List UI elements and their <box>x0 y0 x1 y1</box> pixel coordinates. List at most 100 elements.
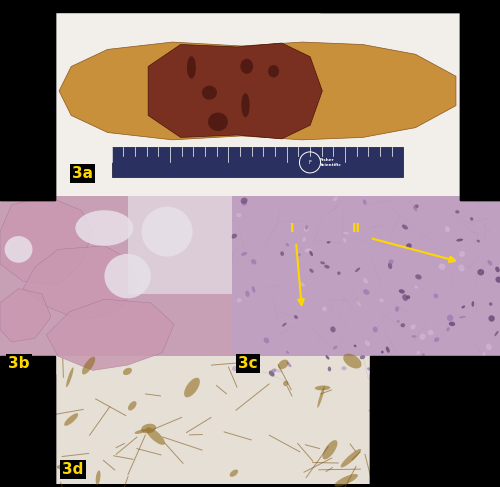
Ellipse shape <box>267 307 272 313</box>
Ellipse shape <box>286 362 292 367</box>
Ellipse shape <box>310 269 314 273</box>
Ellipse shape <box>322 231 328 235</box>
Polygon shape <box>148 43 322 139</box>
Ellipse shape <box>434 337 439 342</box>
Text: Fisher
Scientific: Fisher Scientific <box>320 158 342 167</box>
Ellipse shape <box>388 262 392 269</box>
Ellipse shape <box>286 351 289 354</box>
Text: F: F <box>308 160 312 165</box>
Ellipse shape <box>495 266 500 272</box>
Ellipse shape <box>446 327 450 331</box>
Ellipse shape <box>236 298 242 302</box>
Polygon shape <box>0 374 55 487</box>
Ellipse shape <box>459 251 465 257</box>
Ellipse shape <box>242 201 247 206</box>
Ellipse shape <box>363 199 366 205</box>
Ellipse shape <box>428 330 434 336</box>
Ellipse shape <box>412 335 416 338</box>
Ellipse shape <box>363 289 370 295</box>
Ellipse shape <box>489 302 492 306</box>
Ellipse shape <box>360 356 365 359</box>
Ellipse shape <box>406 243 412 248</box>
Ellipse shape <box>330 326 336 333</box>
Ellipse shape <box>230 469 238 477</box>
Polygon shape <box>59 42 456 140</box>
Ellipse shape <box>372 327 378 333</box>
Ellipse shape <box>322 307 327 311</box>
Ellipse shape <box>280 251 284 256</box>
Ellipse shape <box>414 285 418 289</box>
Ellipse shape <box>426 308 430 311</box>
Ellipse shape <box>438 263 446 270</box>
Bar <box>112 148 404 177</box>
Ellipse shape <box>352 333 356 338</box>
Ellipse shape <box>302 237 306 242</box>
Ellipse shape <box>294 315 298 319</box>
Polygon shape <box>0 289 51 342</box>
Ellipse shape <box>128 401 136 411</box>
Ellipse shape <box>232 366 238 371</box>
Ellipse shape <box>414 205 418 208</box>
Polygon shape <box>460 0 500 200</box>
Ellipse shape <box>486 343 492 350</box>
Ellipse shape <box>434 289 437 292</box>
Ellipse shape <box>208 112 228 131</box>
Ellipse shape <box>318 386 324 408</box>
Polygon shape <box>0 196 93 285</box>
Ellipse shape <box>320 262 325 264</box>
Ellipse shape <box>496 277 500 283</box>
Text: 3a: 3a <box>72 166 93 181</box>
Ellipse shape <box>76 210 134 246</box>
Bar <box>232 196 500 374</box>
Ellipse shape <box>342 296 345 302</box>
Ellipse shape <box>450 257 455 263</box>
Ellipse shape <box>290 264 293 269</box>
Ellipse shape <box>458 264 464 271</box>
Ellipse shape <box>57 465 68 470</box>
Ellipse shape <box>398 229 402 232</box>
Ellipse shape <box>472 301 474 307</box>
Ellipse shape <box>241 252 247 256</box>
Ellipse shape <box>314 386 330 391</box>
Ellipse shape <box>231 234 237 239</box>
Ellipse shape <box>322 440 338 459</box>
Ellipse shape <box>251 259 256 264</box>
Ellipse shape <box>282 322 286 327</box>
Bar <box>0 196 232 374</box>
Text: 3d: 3d <box>62 462 84 477</box>
Ellipse shape <box>141 424 156 433</box>
Ellipse shape <box>413 206 417 211</box>
Ellipse shape <box>354 344 356 347</box>
Ellipse shape <box>278 359 288 369</box>
Polygon shape <box>0 0 55 200</box>
Ellipse shape <box>4 236 32 263</box>
Polygon shape <box>23 246 139 320</box>
Ellipse shape <box>334 474 358 487</box>
Polygon shape <box>320 0 460 12</box>
Ellipse shape <box>380 351 384 356</box>
Ellipse shape <box>470 217 474 221</box>
Ellipse shape <box>184 378 200 397</box>
Ellipse shape <box>406 295 410 299</box>
Ellipse shape <box>455 210 460 213</box>
Ellipse shape <box>477 240 480 243</box>
Ellipse shape <box>134 429 147 434</box>
Polygon shape <box>0 12 55 200</box>
Ellipse shape <box>459 316 466 318</box>
Ellipse shape <box>296 253 301 257</box>
Ellipse shape <box>416 351 420 355</box>
Ellipse shape <box>383 357 390 362</box>
Ellipse shape <box>356 301 361 307</box>
Ellipse shape <box>482 352 486 358</box>
Ellipse shape <box>202 86 217 100</box>
Ellipse shape <box>104 254 151 299</box>
Text: II: II <box>352 222 361 235</box>
Ellipse shape <box>422 353 425 357</box>
Ellipse shape <box>431 261 437 265</box>
Ellipse shape <box>494 331 498 336</box>
Ellipse shape <box>343 354 361 369</box>
Ellipse shape <box>384 307 388 310</box>
Ellipse shape <box>242 93 250 117</box>
Ellipse shape <box>324 265 330 269</box>
Ellipse shape <box>380 299 384 302</box>
